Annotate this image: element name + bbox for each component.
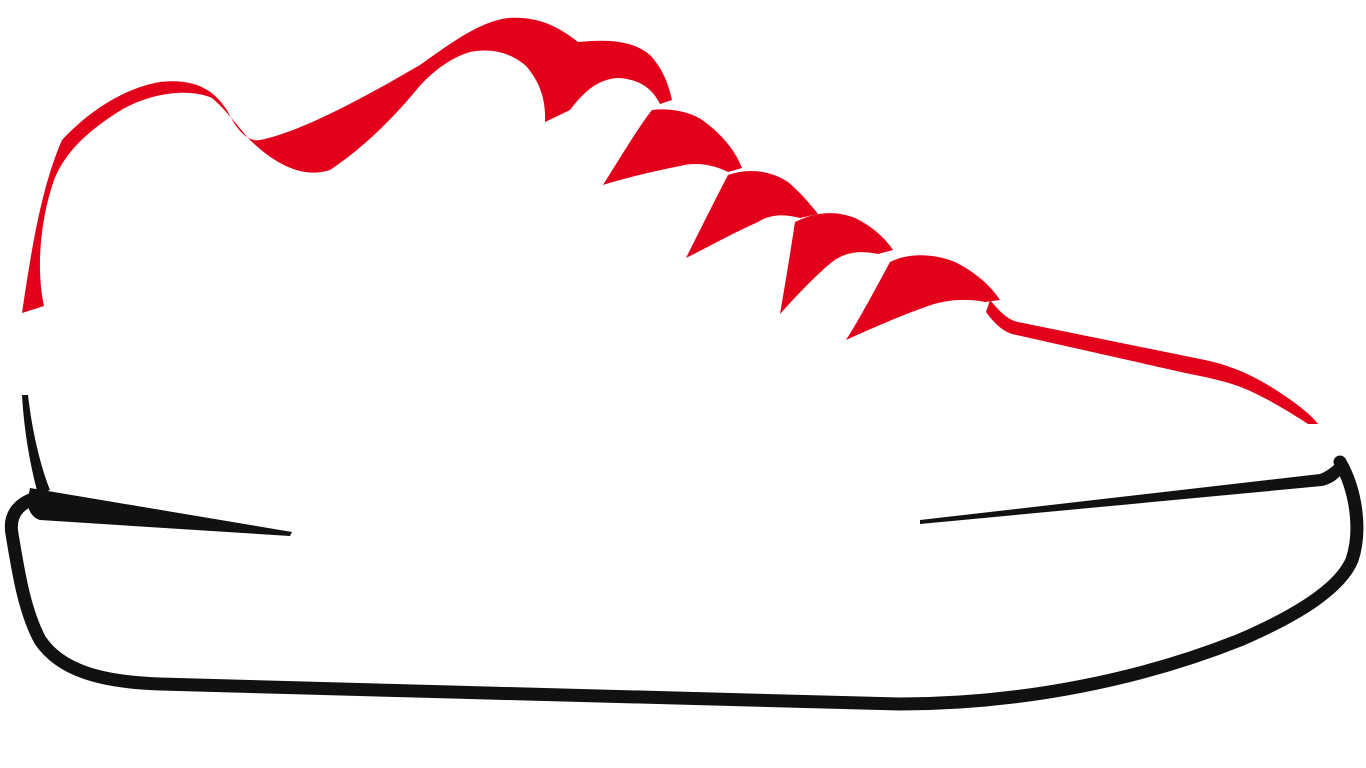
lace-1 bbox=[603, 109, 742, 185]
outsole bbox=[4, 455, 1364, 711]
midsole-left bbox=[27, 488, 293, 536]
heel-outline bbox=[22, 17, 672, 313]
lace-3 bbox=[780, 213, 893, 314]
sneaker-upper bbox=[22, 17, 1318, 424]
lace-2 bbox=[686, 170, 818, 258]
sneaker-sole bbox=[4, 395, 1364, 711]
toe-outline bbox=[986, 300, 1318, 424]
heel-spike bbox=[22, 395, 50, 494]
midsole-right bbox=[920, 456, 1344, 524]
lace-4 bbox=[846, 255, 1000, 340]
